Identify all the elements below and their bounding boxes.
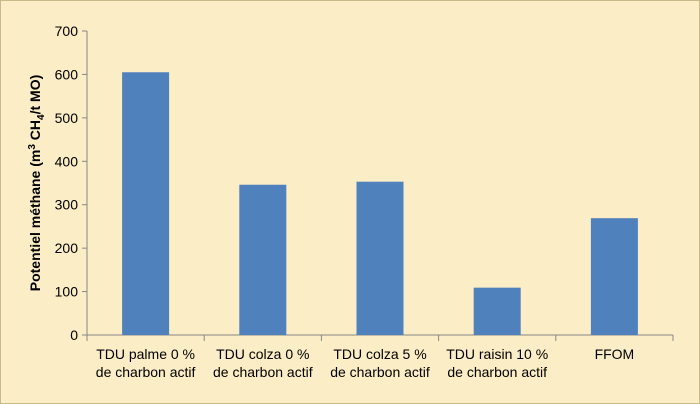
- bar: [590, 218, 638, 335]
- x-category-label: FFOM: [595, 346, 635, 362]
- y-axis-label: Potentiel méthane (m3 CH4/t MO): [27, 75, 47, 292]
- x-axis-labels: TDU palme 0 % de charbon actif TDU colza 0…: [86, 335, 674, 380]
- bar: [473, 287, 521, 335]
- y-tick-label: 700: [55, 23, 79, 39]
- y-tick-label: 600: [55, 66, 79, 82]
- y-tick-label: 200: [55, 240, 79, 256]
- x-category-label: TDU raisin 10 % de charbon actif: [446, 346, 548, 380]
- bars: [122, 72, 638, 335]
- x-category-label: TDU palme 0 % de charbon actif: [96, 346, 196, 380]
- y-tick-label: 400: [55, 153, 79, 169]
- x-category-label: TDU colza 5 % de charbon actif: [330, 346, 430, 380]
- bar: [122, 72, 170, 335]
- bar: [239, 184, 287, 335]
- y-tick-label: 0: [70, 327, 78, 343]
- y-tick-label: 100: [55, 284, 79, 300]
- x-category-label: TDU colza 0 % de charbon actif: [213, 346, 313, 380]
- y-tick-label: 500: [55, 110, 79, 126]
- bar: [356, 181, 404, 335]
- y-tick-label: 300: [55, 197, 79, 213]
- y-axis-ticks: 0 100 200 300 400 500 600 700: [55, 23, 87, 343]
